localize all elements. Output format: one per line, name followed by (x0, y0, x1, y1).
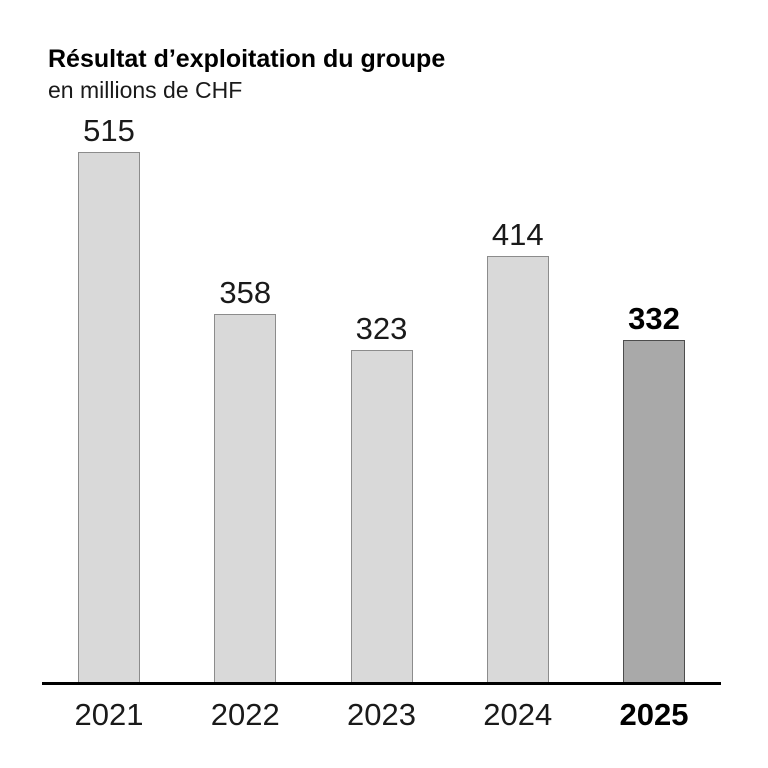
bar-chart-plot-area: 515 358 323 414 332 (42, 110, 721, 685)
bar-2022 (214, 314, 277, 682)
bar-group-2025: 332 (623, 110, 685, 682)
x-tick-label: 2021 (74, 697, 144, 732)
bar-group-2022: 358 (214, 110, 277, 682)
chart-title: Résultat d’exploitation du groupe (48, 45, 446, 73)
bar-group-2021: 515 (78, 110, 140, 682)
bar-2021 (78, 152, 140, 682)
bar-2023 (350, 350, 413, 682)
bar-2024 (486, 256, 549, 682)
x-tick-2021: 2021 (75, 699, 144, 730)
bar-value-label: 332 (628, 301, 680, 336)
x-tick-2023: 2023 (347, 699, 416, 730)
bar-2025 (623, 340, 685, 682)
chart-header: Résultat d’exploitation du groupe en mil… (48, 44, 445, 105)
bar-value-label: 515 (83, 113, 135, 148)
chart-subtitle: en millions de CHF (48, 77, 243, 103)
bar-group-2023: 323 (350, 110, 413, 682)
bar-value-label: 414 (491, 217, 544, 252)
bar-value-label: 323 (355, 311, 408, 346)
x-tick-2022: 2022 (211, 699, 280, 730)
x-tick-label: 2024 (483, 697, 553, 732)
bar-group-2024: 414 (486, 110, 549, 682)
x-axis-labels: 2021 2022 2023 2024 2025 (42, 699, 721, 730)
x-tick-label: 2025 (619, 697, 689, 732)
bar-value-label: 358 (219, 275, 272, 310)
bar-chart: 515 358 323 414 332 2021 2022 2023 2024 2025 (42, 110, 721, 730)
x-tick-2024: 2024 (483, 699, 552, 730)
x-tick-2025: 2025 (620, 699, 689, 730)
x-tick-label: 2023 (347, 697, 416, 732)
x-tick-label: 2022 (210, 697, 280, 732)
